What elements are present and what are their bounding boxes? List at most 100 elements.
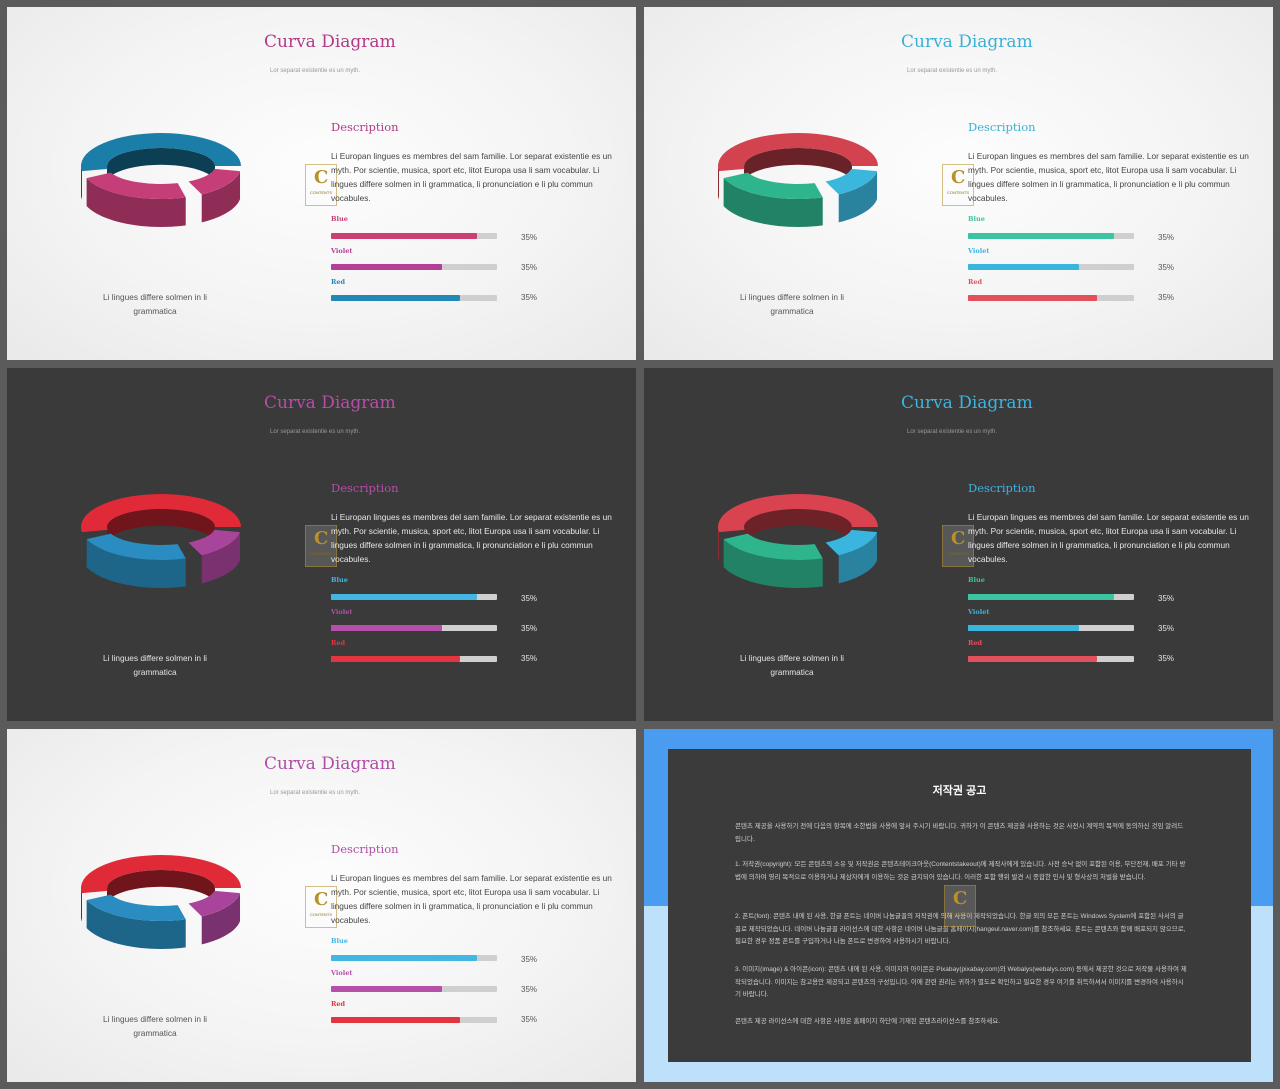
bar-value-red: 35% bbox=[1158, 654, 1175, 663]
bar-value-blue: 35% bbox=[1158, 233, 1175, 242]
bar-label-blue: Blue bbox=[331, 937, 348, 945]
curva-ring-diagram bbox=[81, 133, 241, 227]
notice-paragraph-image: 3. 이미지(image) & 아이콘(icon): 콘텐츠 내에 된 사용, … bbox=[735, 966, 1187, 998]
slide-subtitle: Lor separat existentie es un myth. bbox=[270, 429, 361, 435]
ring-segment-top-side bbox=[81, 527, 82, 561]
ring-segment-right-side bbox=[201, 893, 241, 945]
curva-ring-diagram bbox=[81, 494, 241, 588]
progress-fill bbox=[968, 264, 1080, 270]
ring-segment-right bbox=[825, 168, 878, 195]
bar-value-violet: 35% bbox=[521, 985, 538, 994]
ring-segment-right-side bbox=[201, 171, 241, 223]
ring-segment-top-side bbox=[718, 166, 719, 200]
progress-fill bbox=[331, 625, 443, 631]
progress-bar-violet bbox=[331, 264, 497, 270]
progress-fill bbox=[331, 1017, 461, 1023]
bar-value-red: 35% bbox=[521, 1015, 538, 1024]
curva-ring-diagram bbox=[81, 855, 241, 949]
bar-value-violet: 35% bbox=[1158, 624, 1175, 633]
ring-caption: Li lingues differe solmen in li grammati… bbox=[102, 292, 208, 316]
ring-segment-top bbox=[81, 855, 241, 894]
ring-segment-right bbox=[188, 168, 241, 195]
bar-value-violet: 35% bbox=[521, 263, 538, 272]
slide-title: Curva Diagram bbox=[264, 754, 396, 774]
progress-bar-violet bbox=[968, 264, 1134, 270]
ring-segment-bottom bbox=[86, 172, 186, 199]
watermark-letter: C bbox=[314, 889, 329, 910]
slide-subtitle: Lor separat existentie es un myth. bbox=[907, 429, 998, 435]
ring-segment-top bbox=[81, 494, 241, 533]
ring-segment-top bbox=[718, 494, 878, 533]
bar-label-blue: Blue bbox=[331, 215, 348, 223]
slide-1: Curva Diagram Lor separat existentie es … bbox=[7, 7, 636, 360]
progress-fill bbox=[331, 295, 461, 301]
bar-value-blue: 35% bbox=[521, 594, 538, 603]
ring-segment-bottom-side bbox=[723, 178, 823, 227]
ring-segment-top-side bbox=[81, 888, 82, 922]
bar-value-red: 35% bbox=[521, 654, 538, 663]
slide-title: Curva Diagram bbox=[901, 393, 1033, 413]
watermark-text: CONTENTS bbox=[947, 190, 969, 195]
bar-label-violet: Violet bbox=[968, 247, 990, 255]
description-body: Li Europan lingues es membres del sam fa… bbox=[331, 151, 612, 203]
slide-subtitle: Lor separat existentie es un myth. bbox=[907, 68, 998, 74]
ring-segment-top bbox=[81, 133, 241, 172]
progress-bar-violet bbox=[331, 625, 497, 631]
slide-2: Curva Diagram Lor separat existentie es … bbox=[644, 7, 1273, 360]
ring-segment-bottom bbox=[86, 533, 186, 560]
watermark-logo: C CONTENTS bbox=[305, 525, 337, 567]
watermark-letter: C bbox=[951, 528, 966, 549]
ring-segment-right-side bbox=[838, 171, 878, 223]
description-body: Li Europan lingues es membres del sam fa… bbox=[968, 512, 1249, 564]
description-heading: Description bbox=[968, 120, 1036, 134]
progress-bar-violet bbox=[331, 986, 497, 992]
description-heading: Description bbox=[331, 842, 399, 856]
description-body: Li Europan lingues es membres del sam fa… bbox=[331, 512, 612, 564]
slide-3: Curva Diagram Lor separat existentie es … bbox=[7, 368, 636, 721]
progress-bar-red bbox=[968, 295, 1134, 301]
ring-segment-right bbox=[188, 529, 241, 556]
bar-label-blue: Blue bbox=[331, 576, 348, 584]
ring-caption: Li lingues differe solmen in li grammati… bbox=[739, 292, 845, 316]
progress-fill bbox=[331, 233, 478, 239]
slide-6-copyright-notice: 저작권 공고 콘텐츠 제공을 사용하기 전에 다음의 항목에 소한법을 사용에 … bbox=[644, 729, 1273, 1082]
notice-paragraph-intro: 콘텐츠 제공을 사용하기 전에 다음의 항목에 소한법을 사용에 앞서 주시기 … bbox=[735, 823, 1184, 843]
bar-value-red: 35% bbox=[521, 293, 538, 302]
bar-label-red: Red bbox=[968, 278, 983, 286]
progress-bar-blue bbox=[331, 594, 497, 600]
progress-bar-red bbox=[968, 656, 1134, 662]
curva-ring-diagram bbox=[718, 494, 878, 588]
ring-caption: Li lingues differe solmen in li grammati… bbox=[102, 1014, 208, 1038]
notice-paragraph-license: 콘텐츠 제공 라이선스에 대한 사항은 사항은 홈페이지 하단에 기재된 콘텐츠… bbox=[735, 1018, 1001, 1025]
ring-inner-wall bbox=[107, 870, 215, 905]
progress-fill bbox=[968, 625, 1080, 631]
bar-label-red: Red bbox=[331, 639, 346, 647]
description-heading: Description bbox=[331, 481, 399, 495]
progress-bar-red bbox=[331, 1017, 497, 1023]
description-body: Li Europan lingues es membres del sam fa… bbox=[968, 151, 1249, 203]
bar-value-violet: 35% bbox=[521, 624, 538, 633]
watermark-text: CONTENTS bbox=[310, 190, 332, 195]
watermark-letter: C bbox=[314, 528, 329, 549]
ring-segment-bottom-side bbox=[86, 178, 186, 227]
progress-fill bbox=[968, 656, 1098, 662]
notice-title: 저작권 공고 bbox=[932, 785, 987, 797]
watermark-logo: C CONTENTS bbox=[944, 885, 976, 927]
notice-panel: 저작권 공고 콘텐츠 제공을 사용하기 전에 다음의 항목에 소한법을 사용에 … bbox=[668, 749, 1251, 1062]
bar-label-violet: Violet bbox=[331, 247, 353, 255]
progress-fill bbox=[331, 656, 461, 662]
slide-title: Curva Diagram bbox=[264, 393, 396, 413]
slide-title: Curva Diagram bbox=[901, 32, 1033, 52]
progress-bar-blue bbox=[331, 955, 497, 961]
description-heading: Description bbox=[331, 120, 399, 134]
watermark-logo: C CONTENTS bbox=[942, 164, 974, 206]
ring-segment-bottom bbox=[86, 894, 186, 921]
ring-segment-right bbox=[188, 890, 241, 917]
progress-fill bbox=[331, 955, 478, 961]
bar-label-red: Red bbox=[968, 639, 983, 647]
progress-bar-violet bbox=[968, 625, 1134, 631]
slide-subtitle: Lor separat existentie es un myth. bbox=[270, 790, 361, 796]
notice-paragraph-copyright: 1. 저작권(copyright): 모든 콘텐츠의 소유 및 저작권은 콘텐츠… bbox=[735, 861, 1186, 881]
bar-label-blue: Blue bbox=[968, 576, 985, 584]
ring-segment-bottom bbox=[723, 533, 823, 560]
